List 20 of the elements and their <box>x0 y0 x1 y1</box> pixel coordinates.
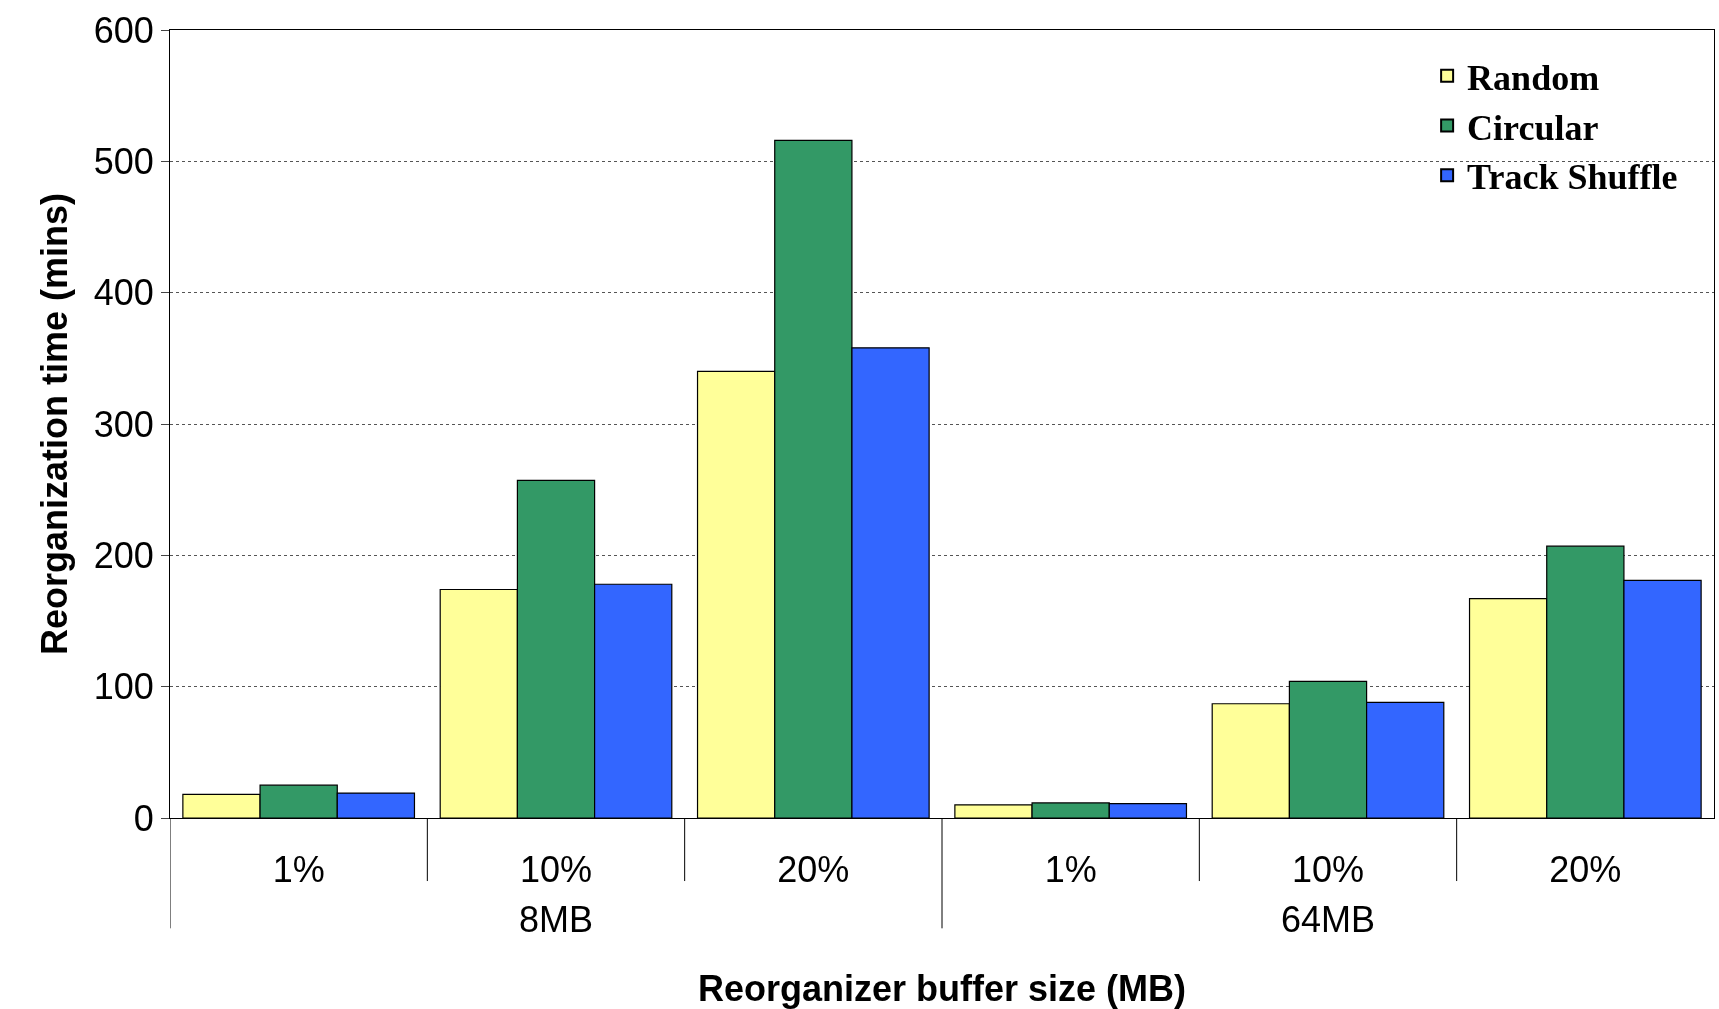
y-tick-label: 100 <box>93 666 154 708</box>
y-tick-label: 600 <box>93 9 154 51</box>
x-tick-label: 10% <box>519 849 593 891</box>
x-tick-label: 20% <box>777 849 850 891</box>
text: 8MB <box>519 899 594 940</box>
legend-label: Track Shuffle <box>1467 157 1678 198</box>
y-tick-label: 200 <box>93 534 154 576</box>
legend-label: Random <box>1467 57 1600 98</box>
x-axis-title: Reorganizer buffer size (MB) <box>697 968 1187 1009</box>
y-axis-title: Reorganization time (mins) <box>33 192 75 656</box>
x-tick-label: 10% <box>1291 849 1365 891</box>
x-tick-label: 1% <box>272 849 325 891</box>
y-tick-label: 0 <box>133 797 154 839</box>
y-tick-label: 500 <box>93 140 154 182</box>
x-tick-label: 1% <box>1044 849 1097 891</box>
y-tick-label: 300 <box>93 403 154 445</box>
legend-label: Circular <box>1467 107 1599 148</box>
y-tick-label: 400 <box>93 272 154 314</box>
x-tick-label: 20% <box>1549 849 1622 891</box>
text: 64MB <box>1281 899 1376 940</box>
